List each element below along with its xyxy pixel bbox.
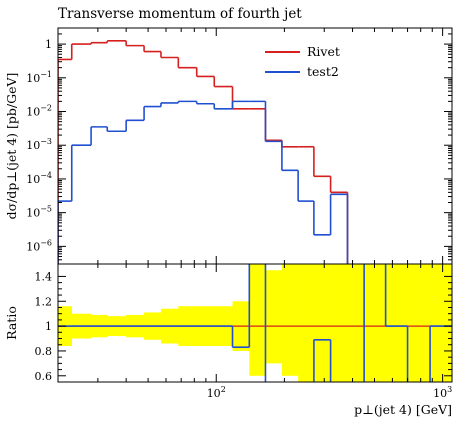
y-ratio-tick-label-0: 0.6 [35,370,53,383]
y-main-tick-label-6: 10−6 [26,238,52,253]
ticks-group [57,27,452,382]
ratio-series-group [58,264,452,382]
legend-label-test2: test2 [307,64,339,79]
y-ratio-tick-label-4: 1.4 [35,270,53,283]
y-ratio-tick-label-2: 1 [45,320,52,333]
x-tick-label-0: 102 [207,385,226,400]
ratio-band-bin-15 [313,264,331,382]
ratio-band-bin-12 [265,270,283,364]
series-rivet [58,40,349,264]
ratio-band-bin-18 [364,264,386,382]
main-series-group [58,40,349,264]
chart-title: Transverse momentum of fourth jet [58,6,302,22]
x-tick-label-1: 103 [433,385,452,400]
y-main-tick-label-0: 1 [45,38,52,51]
y-ratio-tick-label-1: 0.8 [35,345,53,358]
y-main-tick-label-3: 10−3 [26,137,52,152]
y-ratio-tick-label-3: 1.2 [35,295,53,308]
y-axis-label-ratio: Ratio [4,306,19,340]
ratio-band-bin-21 [430,264,452,382]
ratio-band-bin-16 [330,264,348,382]
y-main-tick-label-1: 10−1 [26,70,52,85]
main-plot-frame [57,27,453,265]
y-main-tick-label-5: 10−5 [26,205,52,220]
ratio-band-group [58,264,452,382]
ratio-band-bin-19 [385,264,408,382]
y-main-tick-label-2: 10−2 [26,104,52,119]
ratio-band-bin-14 [298,264,315,382]
tick-labels-group: 102 103 1 10−1 10−2 10−3 10−4 10−5 10−6 0.6 0.8 1 1.… [26,38,452,400]
series-test2 [58,100,349,264]
ratio-band-bin-17 [347,264,365,382]
x-axis-label: p⊥(jet 4) [GeV] [354,402,452,417]
ratio-band-bin-11 [249,264,266,376]
y-axis-label-main: dσ/dp⊥(jet 4) [pb/GeV] [4,73,19,220]
legend: Rivet test2 [265,44,340,79]
legend-label-rivet: Rivet [307,44,340,59]
ratio-band-bin-20 [407,264,431,382]
ratio-plot-frame [57,263,453,383]
y-main-tick-label-4: 10−4 [26,171,52,186]
ratio-band-bin-13 [281,264,299,376]
